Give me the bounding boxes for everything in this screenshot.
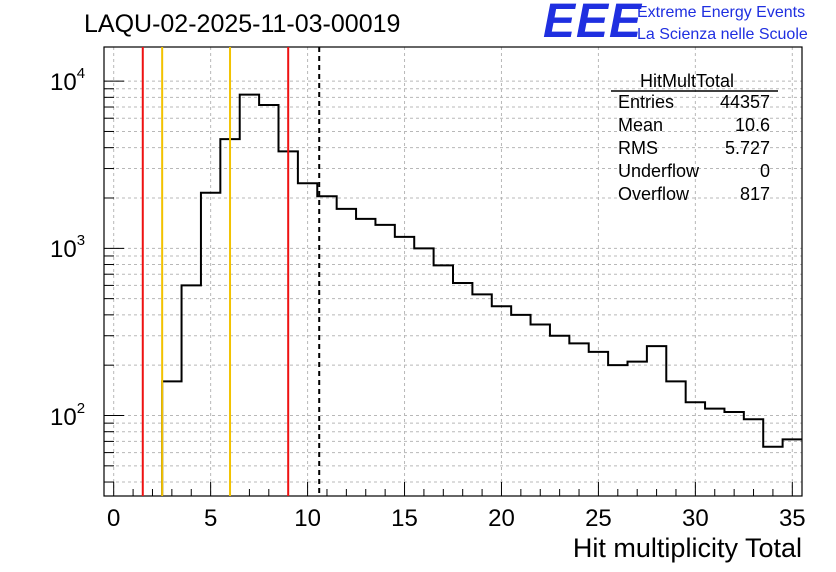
logo-line-2: La Scienza nelle Scuole bbox=[637, 26, 808, 43]
x-tick-label: 35 bbox=[779, 505, 806, 532]
stats-box-title: HitMultTotal bbox=[640, 71, 735, 91]
histogram-series bbox=[161, 93, 802, 496]
x-tick-label: 30 bbox=[682, 505, 709, 532]
stat-value: 44357 bbox=[719, 92, 770, 112]
stat-value: 817 bbox=[739, 184, 770, 204]
stat-label: Underflow bbox=[618, 161, 700, 181]
stat-label: Overflow bbox=[618, 184, 690, 204]
x-axis-label: Hit multiplicity Total bbox=[572, 533, 802, 563]
chart-title: LAQU-02-2025-11-03-00019 bbox=[84, 10, 401, 38]
x-tick-label: 15 bbox=[391, 505, 418, 532]
eee-logo: EEE bbox=[543, 0, 643, 48]
x-tick-label: 20 bbox=[488, 505, 515, 532]
x-tick-label: 25 bbox=[585, 505, 612, 532]
plot-frame bbox=[103, 46, 803, 497]
x-tick-label: 0 bbox=[107, 505, 120, 532]
x-tick-label: 5 bbox=[204, 505, 217, 532]
stat-label: Mean bbox=[618, 115, 664, 135]
stat-label: Entries bbox=[618, 92, 675, 112]
y-tick-label: 102 bbox=[50, 399, 86, 431]
y-tick-label: 103 bbox=[50, 232, 86, 264]
stat-value: 0 bbox=[759, 161, 770, 181]
stat-value: 10.6 bbox=[734, 115, 770, 135]
x-tick-label: 10 bbox=[294, 505, 321, 532]
y-tick-label: 104 bbox=[50, 65, 86, 97]
stat-value: 5.727 bbox=[724, 138, 770, 158]
logo-line-1: Extreme Energy Events bbox=[637, 4, 806, 21]
stat-label: RMS bbox=[618, 138, 658, 158]
